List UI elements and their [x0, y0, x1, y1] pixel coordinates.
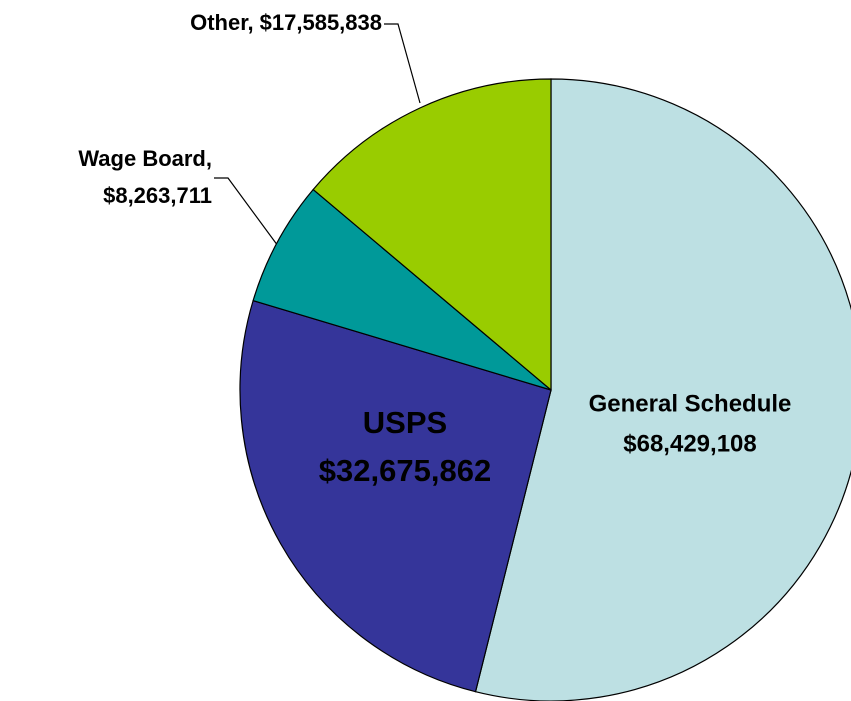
value-label: $17,585,838 [260, 10, 382, 35]
leader-line [214, 177, 279, 247]
slice-label: Wage Board, [78, 146, 212, 171]
value-label: $32,675,862 [319, 453, 491, 488]
slice-label: USPS [363, 405, 447, 440]
pie-slice [312, 78, 552, 392]
pie-slice [252, 188, 552, 391]
leader-line [384, 23, 421, 104]
slice-label: Other, [190, 10, 254, 35]
slice-label: Other, $17,585,838 [190, 10, 382, 35]
slice-label: General Schedule [589, 390, 792, 417]
pie-slice [474, 78, 851, 701]
value-label: $68,429,108 [623, 430, 756, 457]
pie-slice [239, 299, 552, 693]
value-label: $8,263,711 [103, 183, 212, 208]
